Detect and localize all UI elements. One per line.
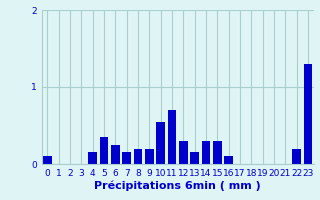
Bar [168,110,176,164]
Bar [179,141,188,164]
Bar [190,152,199,164]
Bar [145,149,154,164]
Bar [224,156,233,164]
Bar [304,64,312,164]
Bar [111,145,119,164]
Bar [134,149,142,164]
Bar [122,152,131,164]
Bar [213,141,221,164]
Bar [43,156,52,164]
Bar [292,149,301,164]
Bar [88,152,97,164]
Bar [100,137,108,164]
Bar [202,141,210,164]
X-axis label: Précipitations 6min ( mm ): Précipitations 6min ( mm ) [94,181,261,191]
Bar [156,122,165,164]
